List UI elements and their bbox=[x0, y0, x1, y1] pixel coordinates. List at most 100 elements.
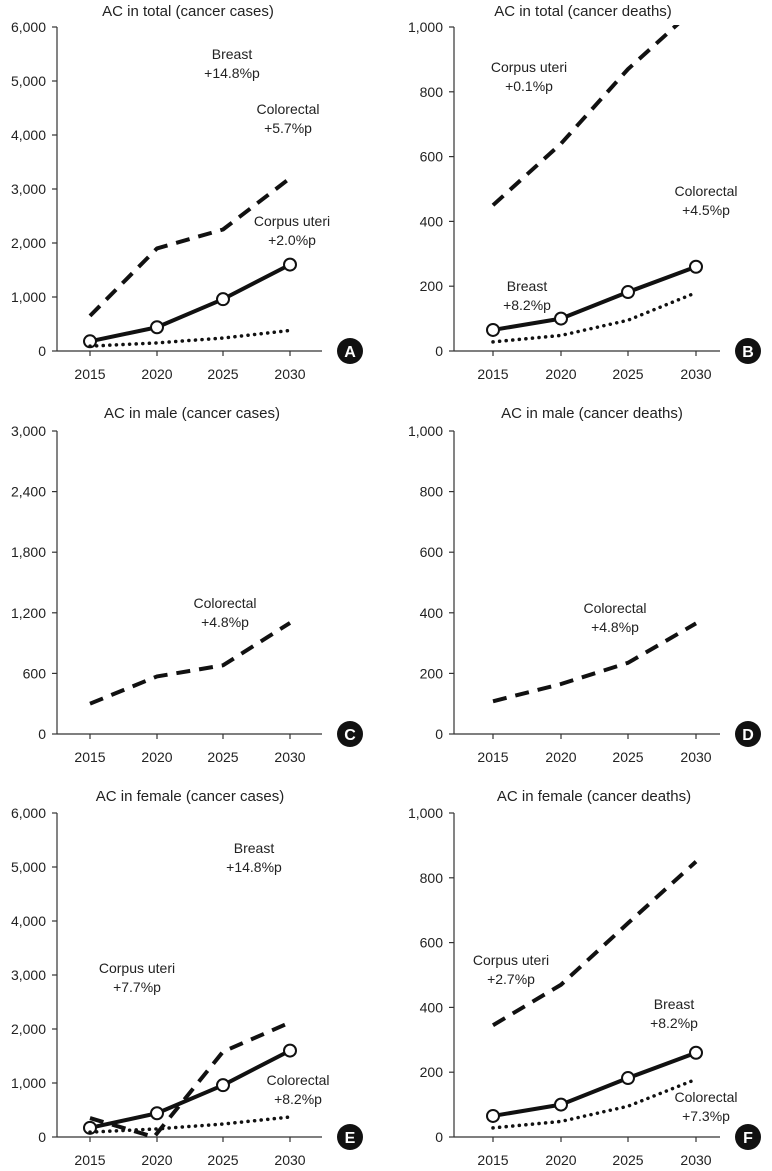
y-tick-label: 200 bbox=[420, 1064, 444, 1080]
y-tick-label: 3,000 bbox=[11, 181, 46, 197]
panel-badge bbox=[735, 1124, 761, 1150]
x-tick-label: 2030 bbox=[680, 749, 711, 765]
data-point-breast bbox=[689, 259, 703, 274]
y-tick-label: 0 bbox=[435, 726, 443, 742]
y-tick-label: 600 bbox=[23, 665, 47, 681]
y-tick-label: 200 bbox=[420, 278, 444, 294]
panel-badge bbox=[735, 721, 761, 747]
y-tick-label: 2,400 bbox=[11, 484, 46, 500]
x-tick-label: 2015 bbox=[74, 749, 105, 765]
annotation-label: Colorectal bbox=[193, 595, 256, 611]
annotation-label: Corpus uteri bbox=[99, 960, 175, 976]
x-tick-label: 2025 bbox=[612, 749, 643, 765]
y-tick-label: 6,000 bbox=[11, 805, 46, 821]
series-line-breast bbox=[89, 1048, 291, 1130]
chart-panel-d: AC in male (cancer deaths) 0 200 400 600 800 1… bbox=[408, 405, 761, 765]
annotation-label: Colorectal bbox=[266, 1072, 329, 1088]
data-point-breast bbox=[283, 1043, 297, 1058]
annotation-label: Breast bbox=[212, 46, 253, 62]
data-point-breast bbox=[621, 1071, 635, 1086]
annotation-change: +14.8%p bbox=[226, 859, 282, 875]
x-tick-label: 2030 bbox=[274, 749, 305, 765]
x-tick-label: 2030 bbox=[274, 366, 305, 382]
x-tick-label: 2025 bbox=[207, 1152, 238, 1168]
series-line-corpus-uteri bbox=[88, 328, 292, 348]
panel-badge bbox=[337, 338, 363, 364]
y-tick-label: 5,000 bbox=[11, 73, 46, 89]
y-tick-label: 600 bbox=[420, 935, 444, 951]
series-line-colorectal bbox=[89, 621, 292, 706]
panel-badge bbox=[337, 1124, 363, 1150]
y-tick-label: 1,000 bbox=[408, 805, 443, 821]
annotation-change: +4.5%p bbox=[682, 202, 730, 218]
series-line-colorectal bbox=[492, 621, 698, 704]
panel-badge-letter: B bbox=[742, 344, 754, 361]
data-point-breast bbox=[554, 311, 568, 326]
panel-badge-letter: C bbox=[344, 727, 356, 744]
chart-panel-b: AC in total (cancer deaths) 0 200 400 600 800… bbox=[408, 3, 761, 382]
annotation-change: +7.3%p bbox=[682, 1108, 730, 1124]
series-line-colorectal bbox=[88, 1115, 292, 1134]
panel-badge bbox=[735, 338, 761, 364]
annotation-label: Corpus uteri bbox=[254, 213, 330, 229]
chart-title: AC in female (cancer cases) bbox=[96, 788, 284, 805]
data-point-breast bbox=[486, 1108, 500, 1123]
x-tick-label: 2020 bbox=[545, 749, 576, 765]
annotation-change: +4.8%p bbox=[201, 614, 249, 630]
x-tick-label: 2015 bbox=[477, 366, 508, 382]
chart-panel-a: AC in total (cancer cases) 0 1,000 2,000 3,0… bbox=[11, 3, 363, 382]
x-tick-label: 2020 bbox=[545, 366, 576, 382]
data-point-breast bbox=[554, 1097, 568, 1112]
data-point-breast bbox=[689, 1045, 703, 1060]
y-tick-label: 400 bbox=[420, 213, 444, 229]
y-tick-label: 0 bbox=[435, 343, 443, 359]
chart-title: AC in female (cancer deaths) bbox=[497, 788, 691, 805]
annotation-change: +2.7%p bbox=[487, 971, 535, 987]
x-tick-label: 2030 bbox=[680, 1152, 711, 1168]
y-tick-label: 0 bbox=[38, 726, 46, 742]
y-tick-label: 1,000 bbox=[408, 19, 443, 35]
series-line-breast bbox=[492, 264, 697, 332]
y-tick-label: 3,000 bbox=[11, 967, 46, 983]
data-point-breast bbox=[283, 257, 297, 272]
y-tick-label: 400 bbox=[420, 605, 444, 621]
annotation-change: +2.0%p bbox=[268, 232, 316, 248]
annotation-label: Breast bbox=[507, 278, 548, 294]
panel-badge bbox=[337, 721, 363, 747]
y-tick-label: 2,000 bbox=[11, 1021, 46, 1037]
y-tick-label: 4,000 bbox=[11, 913, 46, 929]
x-tick-label: 2030 bbox=[680, 366, 711, 382]
x-tick-label: 2025 bbox=[612, 366, 643, 382]
x-tick-label: 2025 bbox=[612, 1152, 643, 1168]
y-tick-label: 200 bbox=[420, 665, 444, 681]
series-line-corpus-uteri bbox=[491, 860, 698, 1027]
y-tick-label: 800 bbox=[420, 84, 444, 100]
x-tick-label: 2020 bbox=[141, 749, 172, 765]
annotation-label: Colorectal bbox=[583, 600, 646, 616]
x-tick-label: 2025 bbox=[207, 749, 238, 765]
data-point-breast bbox=[216, 292, 230, 307]
data-point-breast bbox=[150, 1106, 164, 1121]
y-tick-label: 800 bbox=[420, 484, 444, 500]
y-tick-label: 2,000 bbox=[11, 235, 46, 251]
annotation-change: +7.7%p bbox=[113, 979, 161, 995]
annotation-change: +8.2%p bbox=[274, 1091, 322, 1107]
x-tick-label: 2030 bbox=[274, 1152, 305, 1168]
panel-badge-letter: E bbox=[345, 1130, 356, 1147]
chart-title: AC in total (cancer deaths) bbox=[494, 3, 672, 20]
annotation-change: +14.8%p bbox=[204, 65, 260, 81]
y-tick-label: 6,000 bbox=[11, 19, 46, 35]
y-tick-label: 1,000 bbox=[11, 1075, 46, 1091]
chart-panel-c: AC in male (cancer cases) 0 600 1,200 1,800 2… bbox=[11, 405, 363, 765]
annotation-label: Breast bbox=[234, 840, 275, 856]
x-tick-label: 2020 bbox=[545, 1152, 576, 1168]
x-tick-label: 2020 bbox=[141, 366, 172, 382]
chart-title: AC in male (cancer cases) bbox=[104, 405, 280, 422]
x-tick-label: 2015 bbox=[74, 366, 105, 382]
series-line-corpus-uteri bbox=[491, 290, 698, 344]
x-tick-label: 2015 bbox=[477, 749, 508, 765]
data-point-breast bbox=[486, 322, 500, 337]
y-tick-label: 800 bbox=[420, 870, 444, 886]
annotation-change: +8.2%p bbox=[503, 297, 551, 313]
